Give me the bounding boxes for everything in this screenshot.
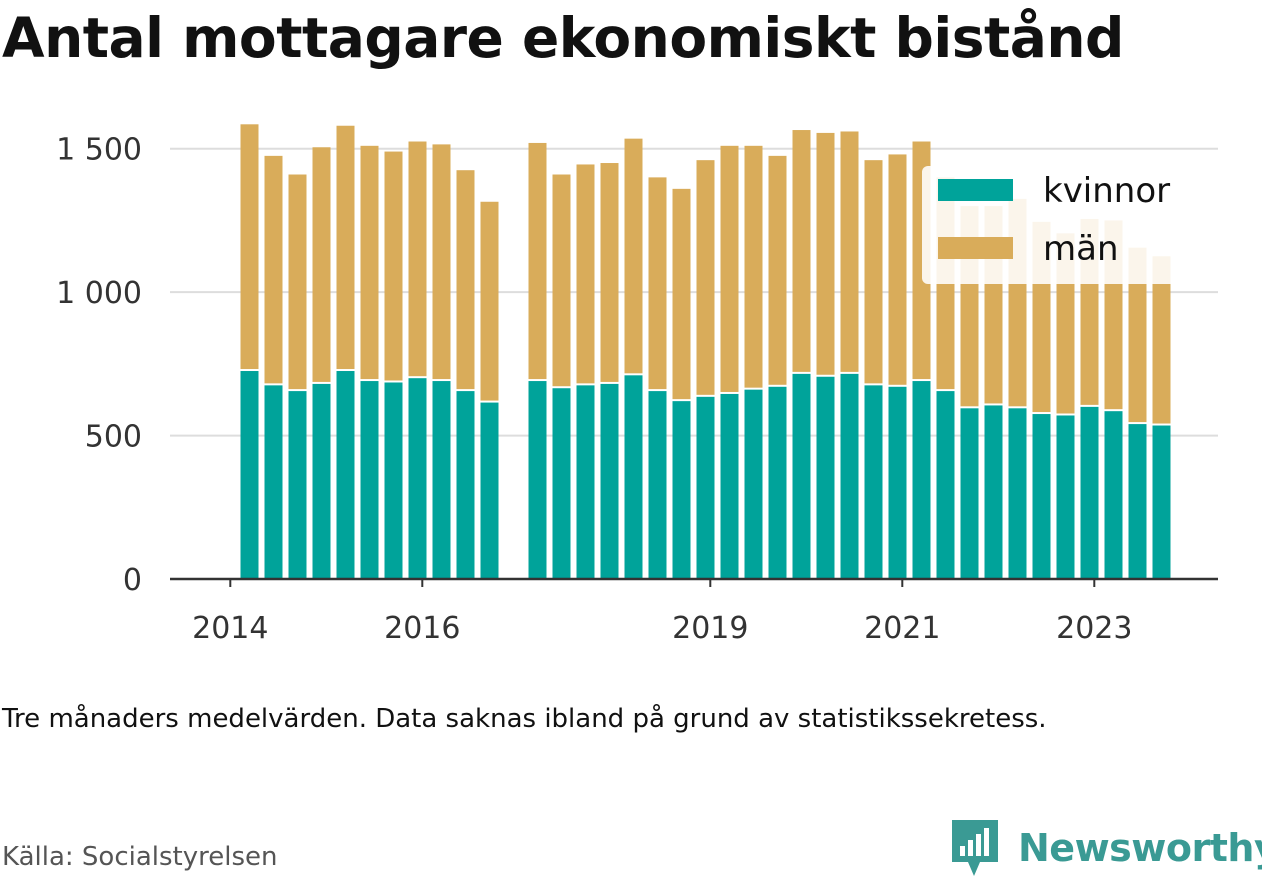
bar-man (312, 147, 331, 382)
bar-man (1128, 247, 1147, 423)
bar-man (720, 145, 739, 392)
x-tick-label: 2014 (192, 611, 268, 646)
bar-man (576, 164, 595, 384)
bar-kvinnor (696, 396, 715, 579)
bar-kvinnor (624, 375, 643, 579)
bar-man (1152, 256, 1171, 424)
bar-stacks (240, 124, 1171, 579)
bar-kvinnor (312, 383, 331, 579)
y-tick-label: 1 000 (56, 276, 142, 311)
bar-man (816, 132, 835, 375)
bar-man (264, 155, 283, 384)
legend: kvinnor män (922, 166, 1200, 284)
bar-kvinnor (1128, 424, 1147, 579)
bar-kvinnor (288, 391, 307, 579)
bar-kvinnor (600, 383, 619, 579)
bar-man (456, 170, 475, 390)
bar-kvinnor (1056, 415, 1075, 579)
bar-kvinnor (384, 382, 403, 579)
bar-kvinnor (960, 408, 979, 579)
source-credit: Källa: Socialstyrelsen (2, 842, 278, 872)
bar-man (360, 145, 379, 380)
bar-kvinnor (648, 391, 667, 579)
bar-man (888, 154, 907, 385)
bar-man (792, 130, 811, 372)
bar-man (672, 188, 691, 400)
y-tick-label: 500 (85, 420, 142, 455)
bar-kvinnor (1080, 406, 1099, 579)
x-tick-label: 2021 (864, 611, 940, 646)
bar-man (768, 155, 787, 385)
bar-kvinnor (408, 378, 427, 579)
chart-note: Tre månaders medelvärden. Data saknas ib… (2, 704, 1047, 734)
bar-kvinnor (888, 386, 907, 579)
bar-kvinnor (1104, 411, 1123, 579)
bar-kvinnor (984, 405, 1003, 579)
x-tick-label: 2016 (384, 611, 460, 646)
y-tick-label: 0 (123, 563, 142, 598)
bar-kvinnor (672, 401, 691, 579)
bar-man (480, 201, 499, 401)
bar-kvinnor (1152, 425, 1171, 579)
bar-kvinnor (240, 371, 259, 579)
brand-name: Newsworthy (1018, 826, 1262, 870)
bar-kvinnor (744, 389, 763, 579)
bar-kvinnor (360, 381, 379, 579)
bar-man (336, 125, 355, 370)
x-tick-label: 2023 (1056, 611, 1132, 646)
bar-kvinnor (840, 373, 859, 579)
bar-man (528, 142, 547, 380)
bar-man (600, 163, 619, 382)
y-tick-label: 1 500 (56, 133, 142, 168)
bar-kvinnor (336, 371, 355, 579)
newsworthy-brand: Newsworthy (950, 818, 1262, 878)
bar-man (648, 177, 667, 390)
bar-man (696, 160, 715, 395)
bar-man (744, 145, 763, 388)
bar-man (624, 138, 643, 374)
bar-kvinnor (1032, 414, 1051, 579)
bar-kvinnor (792, 373, 811, 579)
legend-swatch-man (938, 237, 1013, 259)
legend-label-kvinnor: kvinnor (1043, 171, 1170, 211)
bar-kvinnor (480, 402, 499, 579)
bar-man (384, 151, 403, 381)
bar-man (432, 144, 451, 380)
bar-kvinnor (1008, 408, 1027, 579)
x-axis: 2014 2016 2019 2021 2023 (170, 577, 1218, 646)
bar-kvinnor (720, 393, 739, 579)
bar-kvinnor (432, 381, 451, 579)
bar-kvinnor (552, 388, 571, 579)
bar-kvinnor (768, 386, 787, 579)
y-axis-labels: 0 500 1 000 1 500 (56, 133, 142, 598)
bar-man (840, 131, 859, 372)
x-tick-label: 2019 (672, 611, 748, 646)
bar-kvinnor (936, 391, 955, 579)
bar-man (288, 174, 307, 390)
bar-kvinnor (456, 391, 475, 579)
bar-kvinnor (912, 381, 931, 579)
bar-man (408, 141, 427, 377)
bar-kvinnor (264, 385, 283, 579)
legend-label-man: män (1043, 229, 1119, 269)
newsworthy-logo-icon (952, 820, 998, 876)
bar-man (240, 124, 259, 370)
bar-kvinnor (576, 385, 595, 579)
legend-swatch-kvinnor (938, 179, 1013, 201)
bar-man (552, 174, 571, 387)
bar-man (864, 160, 883, 384)
bar-kvinnor (864, 385, 883, 579)
bar-kvinnor (816, 376, 835, 579)
bar-kvinnor (528, 381, 547, 579)
chart-title: Antal mottagare ekonomiskt bistånd (2, 6, 1124, 70)
